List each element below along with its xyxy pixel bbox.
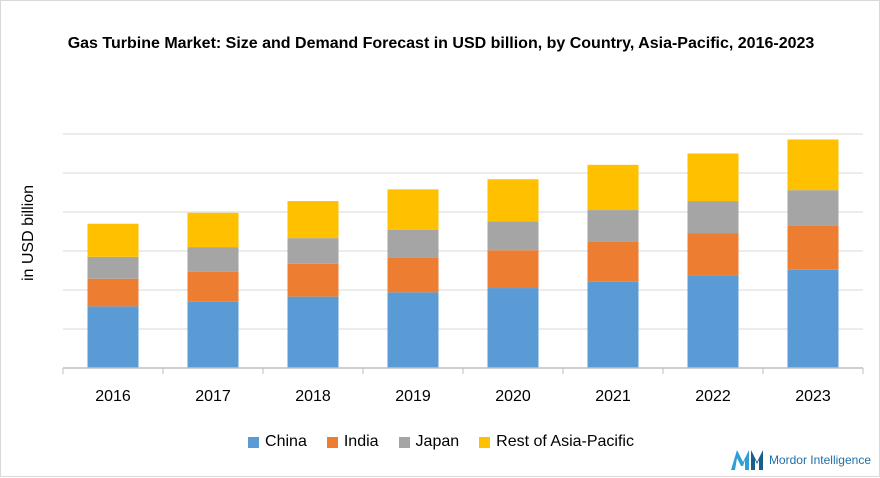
bar-india-2017 (187, 271, 239, 302)
bar-japan-2022 (687, 201, 739, 234)
bar-india-2016 (87, 278, 139, 307)
bar-japan-2018 (287, 238, 339, 264)
bar-china-2020 (487, 288, 539, 368)
x-tick-labels: 2016 2017 2018 2019 2020 2021 2022 2023 (95, 388, 831, 405)
x-tick-label: 2022 (695, 388, 731, 405)
x-tick-label: 2020 (495, 388, 531, 405)
bar-rest-of-asia-pacific-2016 (87, 223, 139, 257)
bar-rest-of-asia-pacific-2023 (787, 139, 839, 191)
brand-logo: Mordor Intelligence (730, 450, 871, 470)
legend-label: Rest of Asia-Pacific (496, 433, 634, 450)
x-ticks (62, 368, 864, 374)
legend-item: China (248, 433, 307, 451)
bar-china-2018 (287, 296, 339, 368)
bar-india-2020 (487, 250, 539, 289)
bars (87, 139, 839, 368)
legend-item: Rest of Asia-Pacific (479, 433, 634, 451)
bar-rest-of-asia-pacific-2021 (587, 164, 639, 211)
bar-japan-2021 (587, 210, 639, 242)
bar-rest-of-asia-pacific-2017 (187, 212, 239, 248)
legend-swatch (479, 436, 491, 448)
x-tick-label: 2018 (295, 388, 331, 405)
bar-china-2022 (687, 275, 739, 368)
legend-swatch (326, 436, 338, 448)
gridlines (63, 133, 863, 330)
bar-india-2019 (387, 257, 439, 293)
bar-rest-of-asia-pacific-2022 (687, 153, 739, 202)
x-tick-label: 2019 (395, 388, 431, 405)
bar-india-2022 (687, 233, 739, 276)
bar-india-2018 (287, 263, 339, 297)
bar-rest-of-asia-pacific-2020 (487, 179, 539, 222)
bar-india-2023 (787, 225, 839, 270)
bar-japan-2016 (87, 256, 139, 279)
bar-japan-2023 (787, 190, 839, 226)
bar-india-2021 (587, 241, 639, 282)
bar-china-2023 (787, 269, 839, 368)
x-tick-label: 2016 (95, 388, 131, 405)
bar-rest-of-asia-pacific-2019 (387, 189, 439, 230)
legend-swatch (248, 436, 260, 448)
bar-china-2016 (87, 306, 139, 368)
legend-swatch (398, 436, 410, 448)
legend-item: Japan (398, 433, 460, 451)
mordor-logo-icon (730, 450, 763, 470)
legend-item: India (326, 433, 379, 451)
legend-label: Japan (415, 433, 460, 450)
bar-china-2017 (187, 301, 239, 368)
bar-china-2021 (587, 281, 639, 368)
brand-name: Mordor Intelligence (768, 453, 871, 467)
legend-label: India (343, 433, 379, 450)
bar-china-2019 (387, 292, 439, 368)
x-tick-label: 2023 (795, 388, 831, 405)
bar-japan-2020 (487, 221, 539, 251)
legend: China India Japan Rest of Asia-Pacific (1, 433, 880, 451)
x-tick-label: 2017 (195, 388, 231, 405)
x-tick-label: 2021 (595, 388, 631, 405)
chart-title: Gas Turbine Market: Size and Demand Fore… (67, 35, 815, 52)
bar-japan-2019 (387, 229, 439, 258)
bar-japan-2017 (187, 247, 239, 272)
bar-rest-of-asia-pacific-2018 (287, 201, 339, 239)
legend-label: China (265, 433, 307, 450)
